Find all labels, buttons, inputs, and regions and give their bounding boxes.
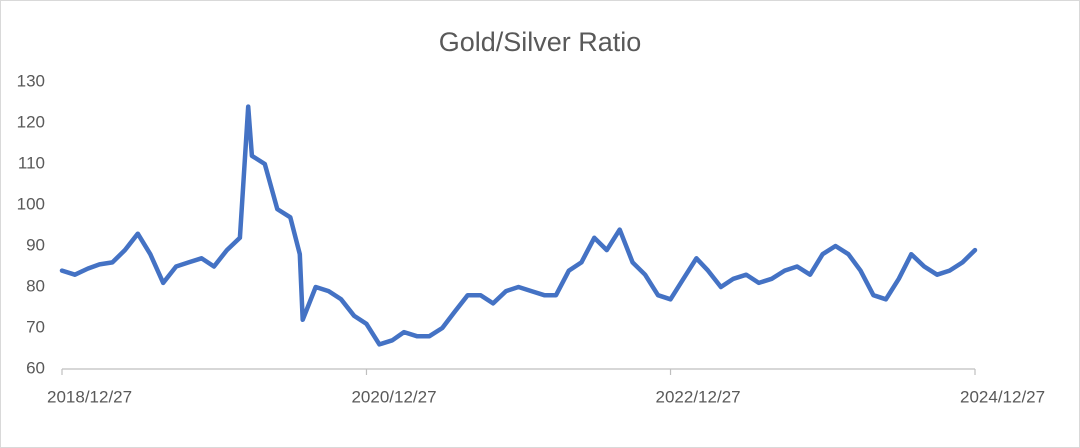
chart-title: Gold/Silver Ratio [439,27,642,57]
y-tick-label: 120 [17,112,45,131]
y-tick-label: 100 [17,194,45,213]
x-tick-label: 2018/12/27 [47,387,132,406]
x-tick-label: 2020/12/27 [351,387,436,406]
y-tick-label: 110 [18,153,45,172]
x-tick-label: 2022/12/27 [656,387,741,406]
x-tick-label: 2024/12/27 [960,387,1045,406]
y-tick-label: 70 [26,317,45,336]
data-line [59,104,978,347]
y-tick-label: 90 [26,235,45,254]
y-tick-label: 130 [17,71,45,90]
y-tick-label: 60 [26,358,45,377]
y-tick-label: 80 [26,276,45,295]
